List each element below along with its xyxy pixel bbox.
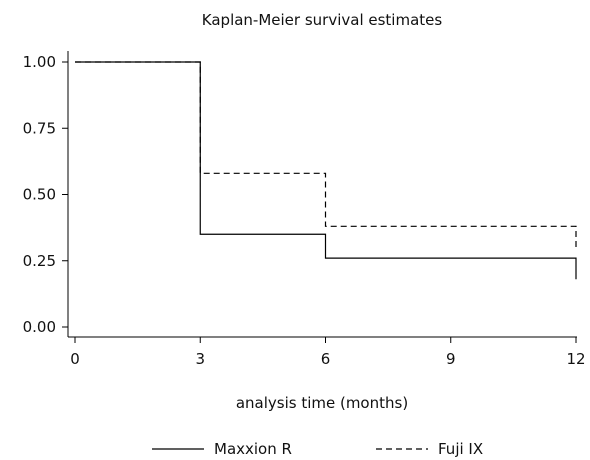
x-tick-label: 0	[70, 350, 80, 368]
x-tick-label: 3	[195, 350, 205, 368]
y-tick-label: 0.25	[23, 252, 56, 270]
y-tick-label: 0.50	[23, 186, 56, 204]
x-tick-label: 12	[566, 350, 585, 368]
survival-curve-maxxion-r	[75, 61, 577, 280]
legend: Maxxion R Fuji IX	[152, 440, 483, 458]
y-tick-label: 0.00	[23, 318, 56, 336]
x-tick-label: 9	[446, 350, 456, 368]
x-axis-ticks: 0 3 6 9 12	[70, 337, 586, 368]
chart-title: Kaplan-Meier survival estimates	[202, 11, 443, 29]
x-tick-label: 6	[321, 350, 331, 368]
y-tick-label: 1.00	[23, 53, 56, 71]
legend-label: Fuji IX	[438, 440, 483, 458]
y-axis-ticks: 0.00 0.25 0.50 0.75 1.00	[23, 53, 68, 336]
survival-curve-fuji-ix	[75, 61, 577, 248]
x-axis-title: analysis time (months)	[236, 394, 408, 412]
survival-curves	[75, 61, 577, 280]
legend-label: Maxxion R	[214, 440, 292, 458]
y-tick-label: 0.75	[23, 119, 56, 137]
